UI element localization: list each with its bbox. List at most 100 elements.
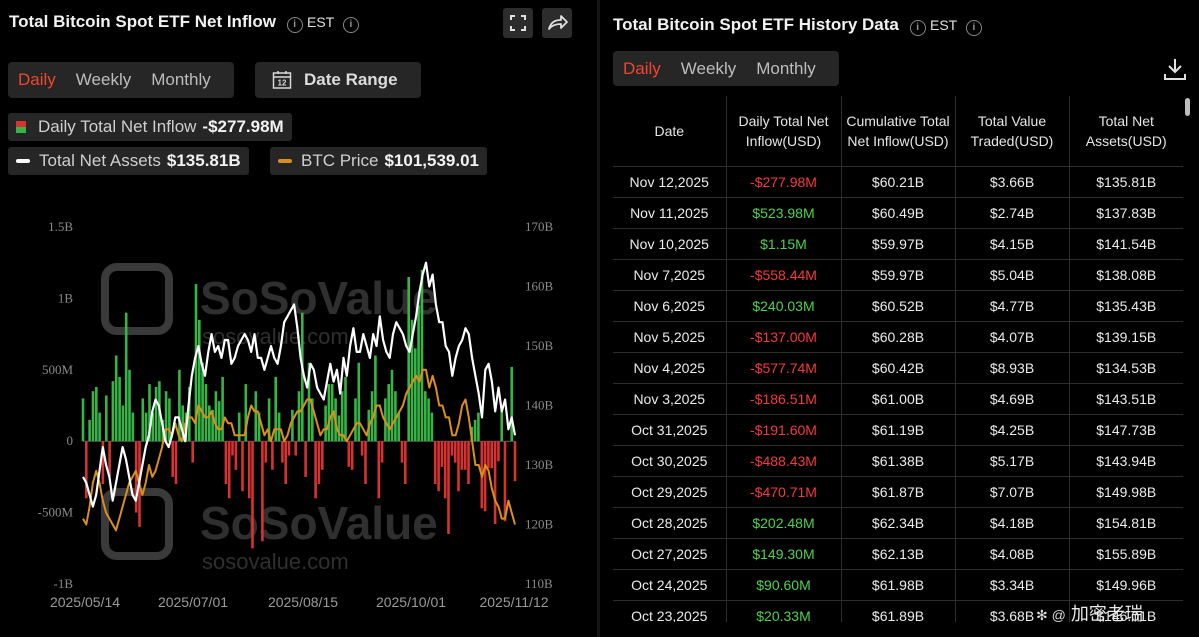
inflow-bar[interactable] bbox=[131, 412, 135, 442]
inflow-bar[interactable] bbox=[221, 376, 224, 442]
inflow-bar[interactable] bbox=[237, 412, 241, 442]
inflow-bar[interactable] bbox=[507, 441, 510, 442]
inflow-bar[interactable] bbox=[410, 319, 414, 442]
inflow-bar[interactable] bbox=[227, 441, 231, 499]
inflow-bar[interactable] bbox=[244, 384, 248, 442]
col-total-net-assets[interactable]: Total Net Assets(USD) bbox=[1069, 96, 1183, 167]
inflow-bar[interactable] bbox=[377, 441, 381, 499]
inflow-bar[interactable] bbox=[178, 369, 181, 442]
inflow-bar[interactable] bbox=[347, 441, 351, 467]
inflow-bar[interactable] bbox=[144, 412, 148, 442]
inflow-bar[interactable] bbox=[500, 406, 503, 442]
inflow-bar[interactable] bbox=[151, 412, 155, 442]
inflow-bar[interactable] bbox=[427, 398, 430, 442]
inflow-bar[interactable] bbox=[85, 441, 88, 499]
inflow-bar[interactable] bbox=[400, 441, 404, 463]
inflow-bar[interactable] bbox=[217, 401, 221, 442]
inflow-bar[interactable] bbox=[440, 441, 444, 467]
download-icon[interactable] bbox=[1162, 56, 1188, 82]
inflow-bar[interactable] bbox=[291, 409, 294, 442]
info-icon[interactable]: i bbox=[286, 17, 303, 33]
inflow-bar[interactable] bbox=[264, 441, 268, 463]
inflow-bar[interactable] bbox=[141, 398, 145, 442]
table-row[interactable]: Oct 31,2025 -$191.60M $61.19B $4.25B $147.73… bbox=[613, 414, 1183, 446]
inflow-bar[interactable] bbox=[374, 355, 377, 442]
table-row[interactable]: Oct 29,2025 -$470.71M $61.87B $7.07B $149.98… bbox=[613, 476, 1183, 508]
history-tab-weekly[interactable]: Weekly bbox=[680, 58, 737, 78]
history-info-icon[interactable]: i bbox=[909, 20, 926, 36]
inflow-bar[interactable] bbox=[174, 441, 178, 484]
inflow-bar[interactable] bbox=[105, 395, 108, 442]
tab-daily[interactable]: Daily bbox=[18, 70, 56, 89]
fullscreen-button[interactable] bbox=[503, 8, 533, 38]
inflow-bar[interactable] bbox=[513, 441, 517, 482]
col-total-value-traded[interactable]: Total Value Traded(USD) bbox=[955, 96, 1070, 167]
inflow-bar[interactable] bbox=[304, 441, 307, 477]
inflow-bar[interactable] bbox=[357, 362, 361, 442]
inflow-bar[interactable] bbox=[188, 386, 191, 442]
table-row[interactable]: Nov 4,2025 -$577.74M $60.42B $8.93B $134.53B bbox=[613, 352, 1183, 384]
inflow-bar[interactable] bbox=[148, 384, 151, 442]
inflow-bar[interactable] bbox=[417, 305, 420, 442]
inflow-bar[interactable] bbox=[407, 277, 410, 442]
table-row[interactable]: Nov 7,2025 -$558.44M $59.97B $5.04B $138.08B bbox=[613, 259, 1183, 291]
table-row[interactable]: Oct 24,2025 $90.60M $61.98B $3.34B $149.96B bbox=[613, 569, 1183, 601]
inflow-bar[interactable] bbox=[277, 412, 281, 442]
inflow-bar[interactable] bbox=[490, 441, 493, 469]
inflow-bar[interactable] bbox=[364, 441, 367, 484]
inflow-bar[interactable] bbox=[247, 441, 251, 499]
inflow-bar[interactable] bbox=[168, 398, 171, 442]
table-row[interactable]: Nov 11,2025 $523.98M $60.49B $2.74B $137.83B bbox=[613, 197, 1183, 229]
inflow-bar[interactable] bbox=[477, 412, 480, 442]
inflow-bar[interactable] bbox=[171, 441, 174, 477]
col-date[interactable]: Date bbox=[613, 96, 727, 167]
inflow-bar[interactable] bbox=[337, 415, 341, 442]
inflow-bar[interactable] bbox=[420, 269, 424, 442]
inflow-bar[interactable] bbox=[450, 441, 454, 456]
history-tab-daily[interactable]: Daily bbox=[623, 58, 661, 78]
table-row[interactable]: Oct 30,2025 -$488.43M $61.38B $5.17B $143.94… bbox=[613, 445, 1183, 477]
history-timezone-info-icon[interactable]: i bbox=[965, 20, 982, 36]
col-cumulative-net-inflow[interactable]: Cumulative Total Net Inflow(USD) bbox=[841, 96, 956, 167]
inflow-bar[interactable] bbox=[194, 284, 198, 442]
inflow-bar[interactable] bbox=[284, 441, 287, 484]
tab-weekly[interactable]: Weekly bbox=[75, 70, 132, 89]
inflow-bar[interactable] bbox=[91, 391, 95, 442]
inflow-bar[interactable] bbox=[88, 419, 91, 442]
table-row[interactable]: Nov 5,2025 -$137.00M $60.28B $4.07B $139.15B bbox=[613, 321, 1183, 353]
inflow-bar[interactable] bbox=[483, 441, 487, 512]
inflow-bar[interactable] bbox=[354, 398, 357, 442]
inflow-bar[interactable] bbox=[460, 441, 464, 470]
inflow-bar[interactable] bbox=[261, 441, 264, 542]
table-scrollbar[interactable] bbox=[1185, 98, 1190, 116]
legend-total-net-assets[interactable]: Total Net Assets $135.81B bbox=[8, 147, 249, 175]
inflow-bar[interactable] bbox=[101, 441, 105, 484]
inflow-bar[interactable] bbox=[467, 441, 470, 484]
inflow-bar[interactable] bbox=[340, 391, 344, 442]
inflow-bar[interactable] bbox=[437, 441, 440, 492]
inflow-bar[interactable] bbox=[111, 381, 115, 442]
legend-btc-price[interactable]: BTC Price $101,539.01 bbox=[270, 147, 488, 175]
inflow-bar[interactable] bbox=[95, 386, 98, 442]
inflow-bar[interactable] bbox=[457, 441, 460, 492]
table-row[interactable]: Nov 10,2025 $1.15M $59.97B $4.15B $141.54B bbox=[613, 228, 1183, 260]
table-row[interactable]: Oct 27,2025 $149.30M $62.13B $4.08B $155.89B bbox=[613, 538, 1183, 570]
inflow-bar[interactable] bbox=[473, 419, 477, 442]
inflow-bar[interactable] bbox=[321, 441, 324, 470]
inflow-bar[interactable] bbox=[424, 391, 427, 442]
inflow-bar[interactable] bbox=[241, 441, 244, 492]
inflow-bar[interactable] bbox=[301, 312, 304, 442]
inflow-bar[interactable] bbox=[370, 391, 374, 442]
date-range-button[interactable]: 12 Date Range bbox=[255, 62, 421, 98]
inflow-bar[interactable] bbox=[360, 441, 364, 456]
col-daily-net-inflow[interactable]: Daily Total Net Inflow(USD) bbox=[726, 96, 842, 167]
inflow-bar[interactable] bbox=[453, 441, 457, 463]
timezone-info-icon[interactable]: i bbox=[342, 17, 359, 33]
inflow-bar[interactable] bbox=[274, 376, 277, 442]
inflow-bar[interactable] bbox=[271, 441, 274, 470]
table-row[interactable]: Nov 3,2025 -$186.51M $61.00B $4.69B $143.51B bbox=[613, 383, 1183, 415]
inflow-bar[interactable] bbox=[510, 366, 513, 442]
inflow-bar[interactable] bbox=[397, 412, 400, 442]
table-row[interactable]: Oct 28,2025 $202.48M $62.34B $4.18B $154.81B bbox=[613, 507, 1183, 539]
inflow-bar[interactable] bbox=[447, 441, 450, 534]
